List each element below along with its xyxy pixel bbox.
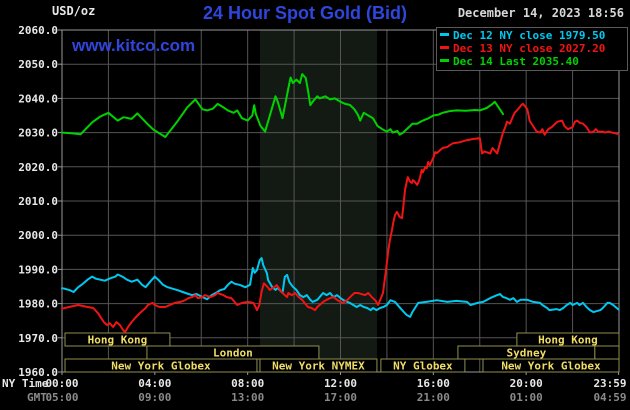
gmt-tick-label: 13:00 xyxy=(231,391,264,404)
session-label: Hong Kong xyxy=(88,334,148,347)
legend-item-dec13: Dec 13 NY close 2027.20 xyxy=(440,42,627,55)
session-label: New York Globex xyxy=(111,360,211,373)
datetime-label: December 14, 2023 18:56 xyxy=(457,6,624,20)
session-label: NY Globex xyxy=(393,360,453,373)
cyan-dash-icon xyxy=(440,33,449,36)
session-label: London xyxy=(213,347,253,360)
y-tick-label: 2050.0 xyxy=(18,58,58,71)
y-tick-label: 2000.0 xyxy=(18,229,58,242)
session-box xyxy=(64,358,258,373)
y-tick-label: 2010.0 xyxy=(18,195,58,208)
gmt-axis-label: GMT xyxy=(27,391,47,404)
ny-time-axis-label: NY Time xyxy=(2,377,49,390)
session-box xyxy=(380,358,466,373)
session-box xyxy=(259,358,378,373)
gmt-tick-label: 05:00 xyxy=(45,391,78,404)
gmt-tick-label: 17:00 xyxy=(324,391,357,404)
session-label: Hong Kong xyxy=(538,334,598,347)
y-tick-label: 1970.0 xyxy=(18,332,58,345)
gmt-tick-label: 21:00 xyxy=(417,391,450,404)
series-line-dec14 xyxy=(61,73,504,138)
y-tick-label: 2060.0 xyxy=(18,24,58,37)
series-line-dec12 xyxy=(61,257,620,318)
legend-item-dec12: Dec 12 NY close 1979.50 xyxy=(440,29,627,42)
y-tick-label: 2040.0 xyxy=(18,92,58,105)
session-box xyxy=(594,345,620,360)
gmt-tick-label: 04:59 xyxy=(593,391,626,404)
red-dash-icon xyxy=(440,46,449,49)
ny-time-tick-label: 16:00 xyxy=(417,377,450,390)
legend: Dec 12 NY close 1979.50 Dec 13 NY close … xyxy=(436,27,628,71)
kitco-watermark-link[interactable]: www.kitco.com xyxy=(72,36,196,55)
ny-time-tick-label: 00:00 xyxy=(45,377,78,390)
session-box xyxy=(482,358,620,373)
ny-time-tick-label: 23:59 xyxy=(593,377,626,390)
y-tick-label: 1990.0 xyxy=(18,263,58,276)
ny-time-tick-label: 08:00 xyxy=(231,377,264,390)
unit-label: USD/oz xyxy=(52,4,96,18)
y-tick-label: 1980.0 xyxy=(18,298,58,311)
y-tick-label: 2030.0 xyxy=(18,127,58,140)
green-dash-icon xyxy=(440,59,449,62)
session-label: Sydney xyxy=(507,347,547,360)
gmt-tick-label: 01:00 xyxy=(510,391,543,404)
page-title: 24 Hour Spot Gold (Bid) xyxy=(203,3,407,23)
y-tick-label: 1960.0 xyxy=(18,366,58,379)
legend-label: Dec 14 Last 2035.40 xyxy=(453,55,579,68)
ny-time-tick-label: 12:00 xyxy=(324,377,357,390)
legend-item-dec14: Dec 14 Last 2035.40 xyxy=(440,55,627,68)
legend-label: Dec 12 NY close 1979.50 xyxy=(453,29,606,42)
gmt-tick-label: 09:00 xyxy=(138,391,171,404)
session-box xyxy=(64,332,171,347)
ny-time-tick-label: 20:00 xyxy=(510,377,543,390)
legend-label: Dec 13 NY close 2027.20 xyxy=(453,42,606,55)
series-line-dec13 xyxy=(61,102,620,333)
session-label: New York Globex xyxy=(501,360,601,373)
ny-time-tick-label: 04:00 xyxy=(138,377,171,390)
y-tick-label: 2020.0 xyxy=(18,161,58,174)
session-label: New York NYMEX xyxy=(272,360,365,373)
